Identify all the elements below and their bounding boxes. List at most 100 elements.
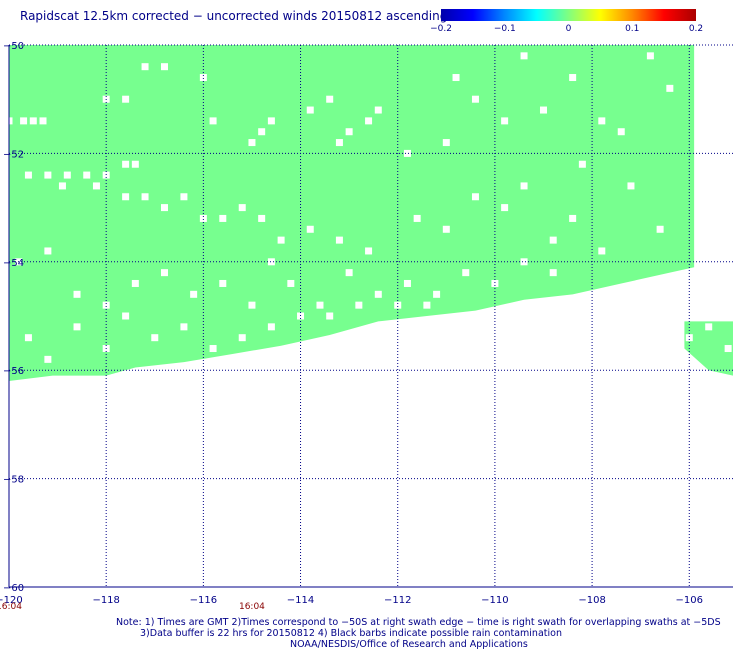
missing-cell xyxy=(471,193,479,201)
missing-cell xyxy=(335,139,343,147)
y-tick-label: −54 xyxy=(3,258,24,269)
time-labels: 16:04 16:04 xyxy=(0,602,265,612)
missing-cell xyxy=(83,171,91,179)
missing-cell xyxy=(44,247,52,255)
missing-cell xyxy=(335,236,343,244)
missing-cell xyxy=(471,95,479,103)
missing-cell xyxy=(102,301,110,309)
missing-cell xyxy=(44,171,52,179)
missing-cell xyxy=(705,323,713,331)
missing-cell xyxy=(569,74,577,82)
missing-cell xyxy=(491,279,499,287)
missing-cell xyxy=(258,214,266,222)
y-tick-label: −58 xyxy=(3,475,24,486)
missing-cell xyxy=(73,323,81,331)
missing-cell xyxy=(151,334,159,342)
note-line-1: Note: 1) Times are GMT 2)Times correspon… xyxy=(116,617,721,628)
y-tick-label: −56 xyxy=(3,366,24,377)
missing-cell xyxy=(685,334,693,342)
missing-cell xyxy=(199,74,207,82)
missing-cell xyxy=(403,279,411,287)
missing-cell xyxy=(724,345,732,353)
missing-cell xyxy=(287,279,295,287)
missing-cell xyxy=(501,204,509,212)
colorbar-tick-label: 0 xyxy=(566,24,572,34)
colorbar-tick-label: 0.2 xyxy=(689,24,703,34)
missing-cell xyxy=(452,74,460,82)
missing-cell xyxy=(306,106,314,114)
missing-cell xyxy=(267,323,275,331)
missing-cell xyxy=(44,355,52,363)
missing-cell xyxy=(549,269,557,277)
missing-cell xyxy=(423,301,431,309)
missing-cell xyxy=(267,117,275,125)
colorbar-bar xyxy=(441,9,696,21)
y-tick-label: −50 xyxy=(3,41,24,52)
missing-cell xyxy=(219,214,227,222)
x-tick-label: −116 xyxy=(190,595,217,606)
missing-cell xyxy=(39,117,47,125)
missing-cell xyxy=(403,149,411,157)
x-tick-label: −112 xyxy=(384,595,411,606)
colorbar-tick-label: −0.2 xyxy=(430,24,452,34)
missing-cell xyxy=(122,95,130,103)
colorbar xyxy=(441,9,696,21)
y-tick-label: −60 xyxy=(3,583,24,594)
missing-cell xyxy=(180,323,188,331)
missing-cell xyxy=(92,182,100,190)
missing-cell xyxy=(365,117,373,125)
missing-cell xyxy=(442,139,450,147)
missing-cell xyxy=(277,236,285,244)
missing-cell xyxy=(345,269,353,277)
missing-cell xyxy=(306,225,314,233)
missing-cell xyxy=(714,106,722,114)
missing-cell xyxy=(131,160,139,168)
missing-cell xyxy=(394,301,402,309)
missing-cell xyxy=(598,117,606,125)
missing-cell xyxy=(714,388,722,396)
missing-cell xyxy=(73,290,81,298)
missing-cell xyxy=(598,247,606,255)
missing-cell xyxy=(569,214,577,222)
missing-cell xyxy=(578,160,586,168)
missing-cell xyxy=(501,117,509,125)
missing-cell xyxy=(248,301,256,309)
missing-cell xyxy=(267,258,275,266)
missing-cell xyxy=(122,193,130,201)
missing-cell xyxy=(219,279,227,287)
colorbar-tick-label: 0.1 xyxy=(625,24,639,34)
missing-cell xyxy=(102,171,110,179)
swath-main xyxy=(9,45,695,382)
missing-cell xyxy=(365,247,373,255)
y-tick-label: −52 xyxy=(3,149,24,160)
missing-cell xyxy=(539,106,547,114)
missing-cell xyxy=(131,279,139,287)
missing-cell xyxy=(29,117,37,125)
missing-cell xyxy=(374,290,382,298)
missing-cell xyxy=(20,117,28,125)
missing-cell xyxy=(374,106,382,114)
missing-cell xyxy=(24,334,32,342)
missing-cell xyxy=(316,301,324,309)
missing-cell xyxy=(58,182,66,190)
missing-cell xyxy=(627,182,635,190)
missing-cell xyxy=(141,63,149,71)
missing-cell xyxy=(666,84,674,92)
missing-cell xyxy=(209,117,217,125)
missing-cell xyxy=(520,52,528,60)
missing-cell xyxy=(160,269,168,277)
missing-cell xyxy=(413,214,421,222)
missing-cell xyxy=(122,312,130,320)
chart-title: Rapidscat 12.5km corrected − uncorrected… xyxy=(20,9,447,23)
missing-cell xyxy=(617,128,625,136)
missing-cell xyxy=(462,269,470,277)
grid-lines xyxy=(8,44,733,588)
x-tick-label: −106 xyxy=(676,595,703,606)
time-label: 16:04 xyxy=(239,602,265,612)
note-line-3: NOAA/NESDIS/Office of Research and Appli… xyxy=(290,639,528,650)
missing-cell xyxy=(63,171,71,179)
swath-east xyxy=(684,321,733,376)
missing-cell xyxy=(238,334,246,342)
